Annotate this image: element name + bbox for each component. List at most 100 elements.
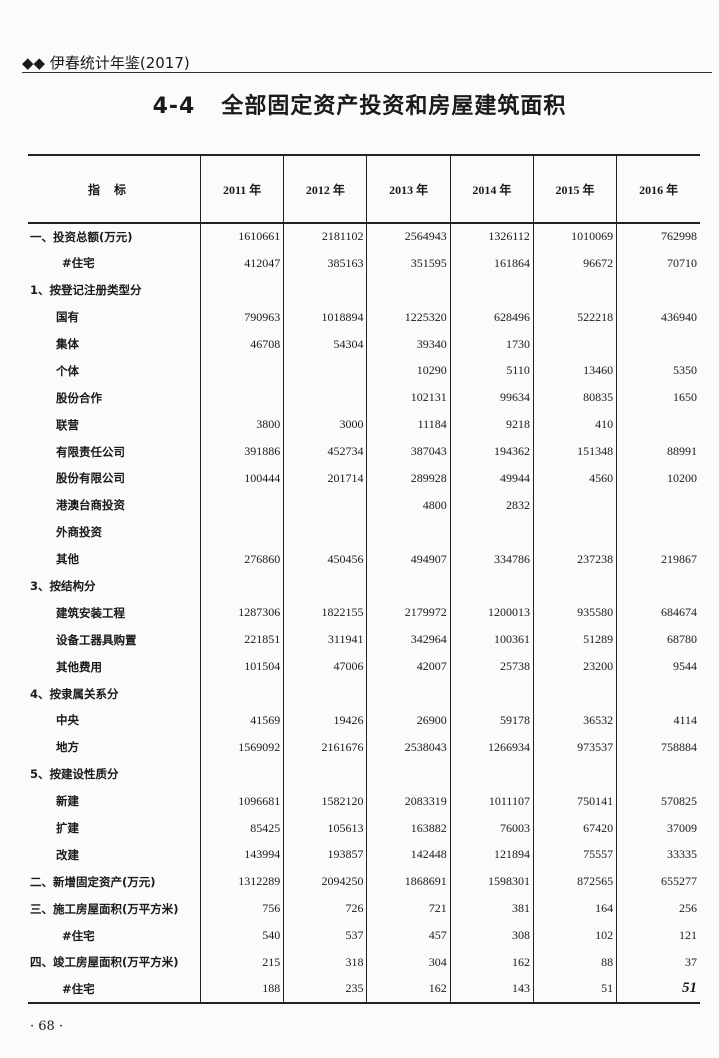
cell-value: 750141 <box>532 787 617 815</box>
header-year: 2012 年 <box>283 154 367 224</box>
header-year: 2014 年 <box>449 154 534 224</box>
cell-value: 88991 <box>616 438 700 466</box>
cell-value: 790963 <box>199 303 284 331</box>
row-label: #住宅 <box>62 256 95 271</box>
cell-value: 164 <box>532 895 617 923</box>
row-label: 新建 <box>56 794 79 809</box>
cell-value: 23200 <box>532 653 617 681</box>
cell-value: 33335 <box>616 841 700 869</box>
cell-value: 67420 <box>532 814 617 842</box>
table-row: 其他费用 101504 47006 42007 25738 23200 9544 <box>28 653 700 681</box>
cell-value: 391886 <box>199 438 284 466</box>
table-row: 国有 790963 1018894 1225320 628496 522218 436940 <box>28 303 700 331</box>
cell-value: 37009 <box>616 814 700 842</box>
cell-value <box>616 760 700 788</box>
cell-value: 3800 <box>199 411 284 439</box>
table-title: 全部固定资产投资和房屋建筑面积 <box>221 94 567 119</box>
cell-value: 59178 <box>449 707 534 734</box>
row-label: 中央 <box>56 713 79 728</box>
cell-value: 219867 <box>616 545 700 573</box>
cell-value: 412047 <box>199 249 284 277</box>
cell-value: 162 <box>449 949 534 976</box>
cell-value: 721 <box>366 895 451 923</box>
row-label: #住宅 <box>62 928 95 943</box>
cell-value: 762998 <box>616 223 700 250</box>
cell-value: 51289 <box>532 626 617 654</box>
cell-value: 1096681 <box>199 787 284 815</box>
row-label: 其他费用 <box>56 659 102 674</box>
cell-value <box>366 572 451 600</box>
cell-value: 163882 <box>366 814 451 842</box>
cell-value: 80835 <box>532 384 617 412</box>
table-row: 个体 10290 5110 13460 5350 <box>28 357 700 385</box>
cell-value: 99634 <box>449 384 534 412</box>
cell-value: 1326112 <box>449 223 534 250</box>
cell-value <box>366 276 451 304</box>
cell-value: 385163 <box>283 249 367 277</box>
cell-value: 570825 <box>616 787 700 815</box>
cell-value: 221851 <box>199 626 284 654</box>
cell-value: 2179972 <box>366 599 451 627</box>
cell-value <box>616 680 700 708</box>
header-row: 指标 2011 年 2012 年 2013 年 2014 年 2015 年 20… <box>28 154 700 224</box>
cell-value: 684674 <box>616 599 700 627</box>
cell-value: 2832 <box>449 491 534 519</box>
cell-value: 96672 <box>532 249 617 277</box>
investment-table: 指标 2011 年 2012 年 2013 年 2014 年 2015 年 20… <box>28 154 700 1004</box>
cell-value: 872565 <box>532 868 617 896</box>
cell-value: 100361 <box>449 626 534 654</box>
cell-value <box>616 491 700 519</box>
page-title: 4-4 全部固定资产投资和房屋建筑面积 <box>0 88 719 120</box>
header-indicator: 指标 <box>28 154 201 224</box>
cell-value: 1582120 <box>283 787 367 815</box>
cell-value: 3000 <box>283 411 367 439</box>
cell-value: 2094250 <box>283 868 367 896</box>
cell-value <box>283 518 367 546</box>
cell-value: 2564943 <box>366 223 451 250</box>
header-rule <box>22 72 712 73</box>
cell-value: 2161676 <box>283 733 367 761</box>
cell-value: 308 <box>449 922 534 950</box>
cell-value: 194362 <box>449 438 534 466</box>
cell-value: 1598301 <box>449 868 534 896</box>
cell-value <box>366 760 451 788</box>
cell-value: 121 <box>616 922 700 950</box>
cell-value: 102 <box>532 922 617 950</box>
cell-value: 1650 <box>616 384 700 412</box>
cell-value: 452734 <box>283 438 367 466</box>
row-label: 股份合作 <box>56 390 102 405</box>
table-row: 建筑安装工程 1287306 1822155 2179972 1200013 935580… <box>28 599 700 627</box>
cell-value <box>199 276 284 304</box>
cell-value: 51 <box>532 975 617 1004</box>
cell-value: 4560 <box>532 465 617 492</box>
row-label: #住宅 <box>28 975 201 1004</box>
cell-value <box>283 384 367 412</box>
cell-value: 256 <box>616 895 700 923</box>
cell-value <box>449 276 534 304</box>
cell-value <box>283 357 367 385</box>
cell-value: 381 <box>449 895 534 923</box>
cell-value: 1312289 <box>199 868 284 896</box>
cell-value: 276860 <box>199 545 284 573</box>
cell-value: 1610661 <box>199 223 284 250</box>
cell-value <box>449 760 534 788</box>
cell-value: 9544 <box>616 653 700 681</box>
cell-value <box>532 760 617 788</box>
table-row: 1、按登记注册类型分 <box>28 276 700 304</box>
table-row: 股份合作 102131 99634 80835 1650 <box>28 384 700 412</box>
cell-value: 540 <box>199 922 284 950</box>
cell-value <box>366 680 451 708</box>
cell-value <box>199 491 284 519</box>
cell-value: 143 <box>449 975 534 1004</box>
table-row: 一、投资总额(万元) 1610661 2181102 2564943 1326112 10… <box>28 223 700 250</box>
cell-value <box>283 680 367 708</box>
row-label: 个体 <box>56 363 79 378</box>
table-row: 港澳台商投资 4800 2832 <box>28 491 700 519</box>
cell-value <box>199 357 284 385</box>
row-label: 改建 <box>56 847 79 862</box>
cell-value: 39340 <box>366 330 451 358</box>
cell-value: 1018894 <box>283 303 367 331</box>
cell-value: 105613 <box>283 814 367 842</box>
cell-value: 537 <box>283 922 367 950</box>
cell-value: 1868691 <box>366 868 451 896</box>
